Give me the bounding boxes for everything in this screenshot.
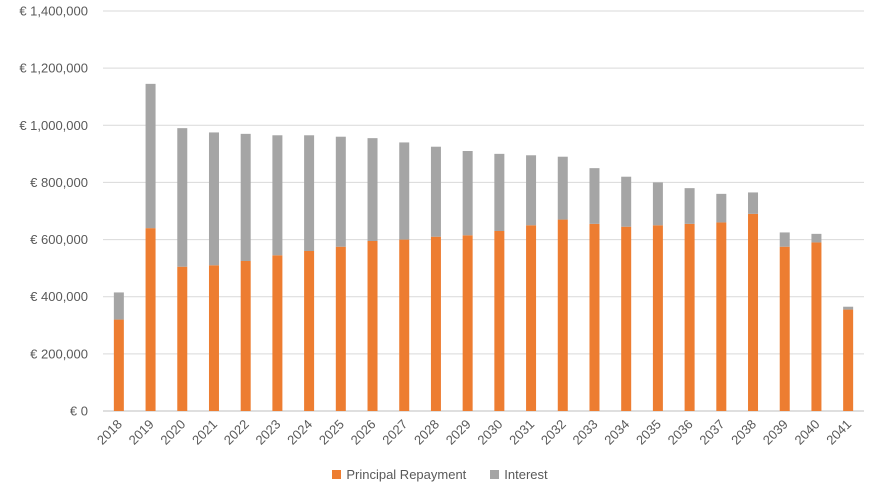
- bar-interest-2034: [621, 176, 632, 227]
- legend-label-principal: Principal Repayment: [346, 467, 467, 482]
- legend-swatch-principal: [332, 470, 342, 479]
- x-tick-label-2023: 2023: [252, 417, 283, 448]
- bar-principal-2029: [462, 235, 473, 411]
- x-tick-label-2041: 2041: [823, 417, 854, 448]
- bar-principal-2038: [748, 213, 759, 411]
- bar-principal-2033: [589, 223, 600, 411]
- bar-interest-2039: [779, 232, 790, 247]
- stacked-bar-chart: € 0 € 200,000 € 400,000 € 600,000 € 800,000 €…: [19, 4, 864, 448]
- bar-interest-2038: [748, 192, 759, 214]
- x-axis: 2018 2019 2020 2021 2022 2023 2024 2025 2026 2027…: [94, 417, 854, 448]
- bar-principal-2028: [430, 236, 441, 411]
- bar-interest-2035: [652, 182, 663, 226]
- legend-swatch-interest: [490, 470, 500, 479]
- x-tick-label-2024: 2024: [284, 417, 315, 448]
- bar-principal-2026: [367, 241, 378, 411]
- x-tick-label-2027: 2027: [379, 417, 410, 448]
- x-tick-label-2033: 2033: [570, 417, 601, 448]
- bar-principal-2030: [494, 231, 505, 411]
- bar-principal-2036: [684, 223, 695, 411]
- bar-principal-2031: [526, 225, 537, 411]
- bar-interest-2022: [240, 133, 251, 261]
- bar-interest-2026: [367, 138, 378, 241]
- y-tick-label-6: € 1,200,000: [19, 61, 88, 76]
- x-tick-label-2039: 2039: [760, 417, 791, 448]
- legend-item-principal: Principal Repayment: [332, 467, 466, 482]
- bar-interest-2027: [399, 142, 410, 240]
- legend: Principal Repayment Interest: [0, 467, 880, 482]
- bar-interest-2037: [716, 193, 727, 223]
- bar-principal-2018: [113, 319, 124, 411]
- x-tick-label-2040: 2040: [792, 417, 823, 448]
- x-tick-label-2035: 2035: [633, 417, 664, 448]
- bar-principal-2021: [208, 265, 219, 411]
- y-tick-label-0: € 0: [70, 404, 88, 419]
- legend-label-interest: Interest: [504, 467, 548, 482]
- bar-principal-2025: [335, 246, 346, 411]
- y-axis: € 0 € 200,000 € 400,000 € 600,000 € 800,000 €…: [19, 4, 88, 419]
- x-tick-label-2020: 2020: [157, 417, 188, 448]
- bar-principal-2023: [272, 255, 283, 411]
- bar-interest-2041: [843, 306, 854, 310]
- x-tick-label-2019: 2019: [126, 417, 157, 448]
- bar-interest-2018: [113, 292, 124, 320]
- x-tick-label-2032: 2032: [538, 417, 569, 448]
- x-tick-label-2018: 2018: [94, 417, 125, 448]
- x-tick-label-2037: 2037: [696, 417, 727, 448]
- bar-interest-2030: [494, 153, 505, 231]
- gridlines: [103, 10, 864, 412]
- bar-principal-2035: [652, 225, 663, 411]
- bar-interest-2023: [272, 135, 283, 256]
- bar-interest-2033: [589, 168, 600, 224]
- x-tick-label-2036: 2036: [665, 417, 696, 448]
- bar-principal-2027: [399, 239, 410, 411]
- x-tick-label-2028: 2028: [411, 417, 442, 448]
- y-tick-label-7: € 1,400,000: [19, 4, 88, 19]
- bar-principal-2022: [240, 261, 251, 411]
- bar-principal-2039: [779, 246, 790, 411]
- bar-interest-2024: [304, 135, 315, 251]
- legend-item-interest: Interest: [490, 467, 548, 482]
- bars: [113, 83, 854, 411]
- bar-principal-2032: [557, 219, 568, 411]
- bar-principal-2019: [145, 228, 156, 411]
- x-tick-label-2038: 2038: [728, 417, 759, 448]
- bar-interest-2036: [684, 188, 695, 224]
- bar-principal-2041: [843, 309, 854, 411]
- bar-interest-2019: [145, 83, 156, 229]
- x-tick-label-2029: 2029: [443, 417, 474, 448]
- bar-interest-2028: [430, 146, 441, 237]
- x-tick-label-2021: 2021: [189, 417, 220, 448]
- y-tick-label-3: € 600,000: [30, 232, 88, 247]
- bar-interest-2021: [208, 132, 219, 266]
- y-tick-label-5: € 1,000,000: [19, 118, 88, 133]
- y-tick-label-2: € 400,000: [30, 289, 88, 304]
- x-tick-label-2022: 2022: [221, 417, 252, 448]
- bar-principal-2024: [304, 251, 315, 411]
- bar-interest-2031: [526, 155, 537, 226]
- bar-interest-2025: [335, 136, 346, 247]
- bar-principal-2034: [621, 226, 632, 411]
- y-tick-label-4: € 800,000: [30, 175, 88, 190]
- x-tick-label-2034: 2034: [601, 417, 632, 448]
- x-tick-label-2026: 2026: [348, 417, 379, 448]
- bar-interest-2020: [177, 128, 188, 267]
- bar-interest-2032: [557, 156, 568, 220]
- bar-principal-2020: [177, 266, 188, 411]
- x-tick-label-2025: 2025: [316, 417, 347, 448]
- y-tick-label-1: € 200,000: [30, 346, 88, 361]
- bar-principal-2037: [716, 222, 727, 411]
- bar-principal-2040: [811, 242, 822, 411]
- bar-interest-2040: [811, 233, 822, 243]
- bar-interest-2029: [462, 151, 473, 236]
- x-tick-label-2031: 2031: [506, 417, 537, 448]
- x-tick-label-2030: 2030: [474, 417, 505, 448]
